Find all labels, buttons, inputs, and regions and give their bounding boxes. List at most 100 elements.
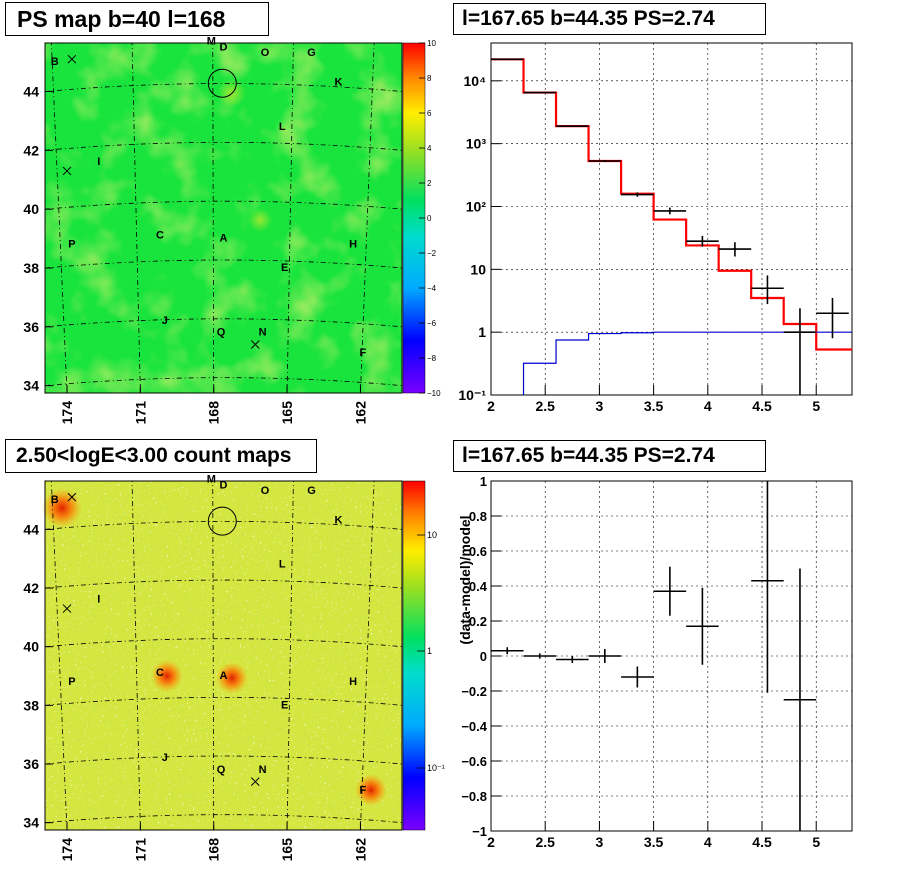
source-label: M [207, 473, 216, 485]
longitude-grid-line [212, 42, 215, 394]
count-map-coordinate-grid [44, 480, 403, 831]
longitude-grid-line [131, 42, 141, 394]
y-axis-tick-label: 10⁴ [464, 73, 487, 89]
longitude-grid-line [50, 42, 68, 394]
y-axis-tick-label: −1 [472, 824, 487, 839]
y-axis-tick-label: 42 [23, 142, 39, 158]
y-axis-tick-label: 0.8 [469, 509, 487, 524]
colorbar-tick-label: −10 [427, 389, 441, 398]
count-map-axis-ticks: 174 171 168 165 162 34 36 38 40 42 44 [23, 521, 368, 861]
y-axis-tick-label: 38 [23, 260, 39, 276]
x-axis-tick-label: 4 [704, 834, 712, 850]
target-position-circle [207, 68, 237, 98]
y-axis-tick-label: −0.2 [461, 684, 487, 699]
source-cross-marker [62, 166, 72, 176]
y-axis-tick-label: 44 [23, 84, 39, 100]
residual-panel: 2 2.5 3 3.5 4 4.5 5 1 0.8 0.6 0.4 0.2 0 −0.2 −0.4 −0.6 −… [457, 474, 853, 850]
x-axis-tick-label: 165 [279, 401, 295, 425]
y-axis-tick-label: 10⁻¹ [458, 387, 486, 403]
colorbar-tick-label: 10 [427, 39, 436, 48]
y-axis-tick-label: 0.4 [469, 579, 488, 594]
y-axis-tick-label: 10² [466, 198, 487, 214]
source-label: A [220, 670, 228, 682]
y-axis-tick-label: 38 [23, 697, 39, 713]
colorbar-tick-label: 0 [427, 214, 432, 223]
source-label: O [261, 47, 270, 59]
count-map-title: 2.50<logE<3.00 count maps [5, 439, 317, 473]
y-axis-tick-label: 34 [23, 815, 39, 831]
y-axis-tick-label: 42 [23, 580, 39, 596]
residual-y-axis-label: (data-model)/model [457, 515, 473, 644]
source-label: F [360, 347, 367, 359]
model-step-line [491, 58, 852, 351]
x-axis-tick-label: 5 [812, 834, 820, 850]
longitude-grid-line [286, 480, 294, 831]
source-label: D [220, 479, 228, 491]
y-axis-tick-label: 36 [23, 756, 39, 772]
x-axis-tick-label: 3 [596, 834, 604, 850]
source-label: I [97, 594, 100, 606]
x-axis-tick-label: 3.5 [644, 398, 664, 414]
x-axis-tick-label: 162 [352, 401, 368, 425]
colorbar-tick-label: 1 [427, 646, 432, 656]
source-label: H [349, 238, 357, 250]
x-axis-tick-label: 168 [206, 401, 222, 425]
colorbar-tick-label: −6 [427, 319, 437, 328]
x-axis-tick-label: 4.5 [752, 398, 772, 414]
colorbar-tick-label: −2 [427, 249, 437, 258]
ps-map-axis-ticks: 174 171 168 165 162 34 36 38 40 42 44 [23, 84, 368, 425]
source-label: C [156, 230, 164, 242]
ps-map-coordinate-grid [44, 42, 403, 394]
x-axis-tick-label: 3 [596, 398, 604, 414]
x-axis-tick-label: 2 [487, 398, 495, 414]
source-label: J [162, 315, 168, 327]
x-axis-tick-label: 2 [487, 834, 495, 850]
source-label: O [261, 485, 270, 497]
source-cross-marker [250, 777, 260, 786]
x-axis-tick-label: 168 [206, 838, 222, 862]
x-axis-tick-label: 165 [279, 838, 295, 862]
count-map-speckle-white [45, 481, 402, 830]
source-label: P [68, 238, 75, 250]
y-axis-tick-label: 36 [23, 319, 39, 335]
spectrum-panel: 2 2.5 3 3.5 4 4.5 5 10⁻¹ 1 10 10² 10³ 10⁴ [458, 42, 853, 414]
x-axis-tick-label: 4 [704, 398, 712, 414]
longitude-grid-line [212, 480, 215, 831]
count-map-panel: M D O G B K L I C A P H E J Q N F 174 171 168 165 162 34 36 38 4… [23, 473, 444, 861]
source-label: C [156, 667, 164, 679]
y-axis-tick-label: 34 [23, 378, 39, 394]
source-label: N [259, 764, 267, 776]
source-label: G [307, 485, 316, 497]
source-label: B [51, 494, 59, 506]
source-label: Q [217, 764, 226, 776]
x-axis-tick-label: 174 [59, 838, 75, 862]
longitude-grid-line [360, 480, 375, 831]
source-label: E [281, 262, 288, 274]
y-axis-tick-label: 44 [23, 521, 39, 537]
ps-map-title: PS map b=40 l=168 [5, 2, 269, 36]
y-axis-tick-label: 40 [23, 201, 39, 217]
source-label: B [51, 56, 59, 68]
count-map-frame [44, 480, 403, 831]
longitude-grid-line [286, 42, 294, 394]
source-cross-marker [67, 492, 77, 502]
source-label: L [279, 559, 286, 571]
x-axis-tick-label: 5 [812, 398, 820, 414]
source-label: P [68, 676, 75, 688]
ps-map-panel: M D O G B K L I C A P H E J Q N F 174 171 168 165 162 34 36 38 4… [23, 35, 441, 424]
longitude-grid-line [50, 480, 68, 831]
residual-axis-ticks: 2 2.5 3 3.5 4 4.5 5 1 0.8 0.6 0.4 0.2 0 −0.2 −0.4 −0.6 −… [461, 474, 820, 850]
source-label: E [281, 699, 288, 711]
background-step-line [522, 331, 852, 395]
spectrum-series [491, 58, 852, 395]
colorbar-tick-label: 10 [427, 530, 437, 540]
source-label: D [220, 41, 228, 53]
source-label: K [334, 77, 342, 89]
y-axis-tick-label: −0.4 [461, 719, 487, 734]
residual-title: l=167.65 b=44.35 PS=2.74 [453, 440, 766, 472]
source-label: K [334, 515, 342, 527]
count-map-colorbar [402, 480, 426, 831]
x-axis-tick-label: 171 [132, 838, 148, 862]
source-label: G [307, 47, 316, 59]
